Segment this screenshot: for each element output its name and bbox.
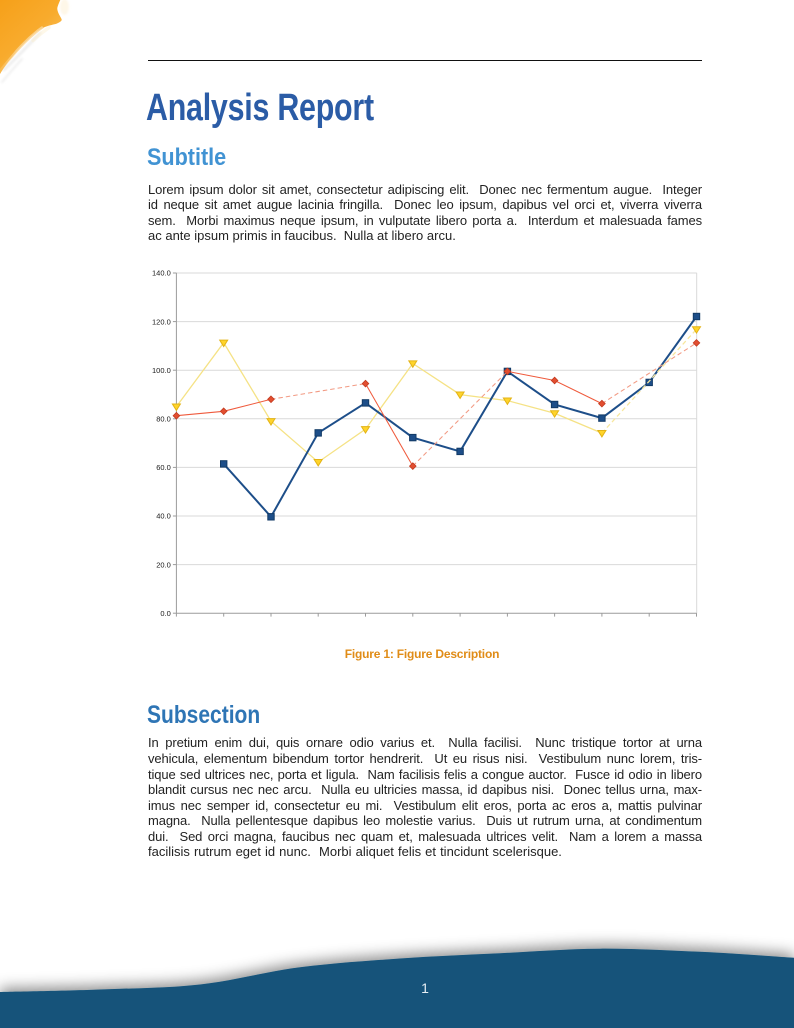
svg-text:100.0: 100.0 [152, 366, 171, 375]
svg-text:80.0: 80.0 [156, 415, 171, 424]
svg-text:120.0: 120.0 [152, 317, 171, 326]
svg-text:60.0: 60.0 [156, 463, 171, 472]
svg-text:20.0: 20.0 [156, 560, 171, 569]
svg-text:40.0: 40.0 [156, 512, 171, 521]
svg-text:140.0: 140.0 [152, 269, 171, 278]
svg-text:0.0: 0.0 [160, 609, 170, 618]
